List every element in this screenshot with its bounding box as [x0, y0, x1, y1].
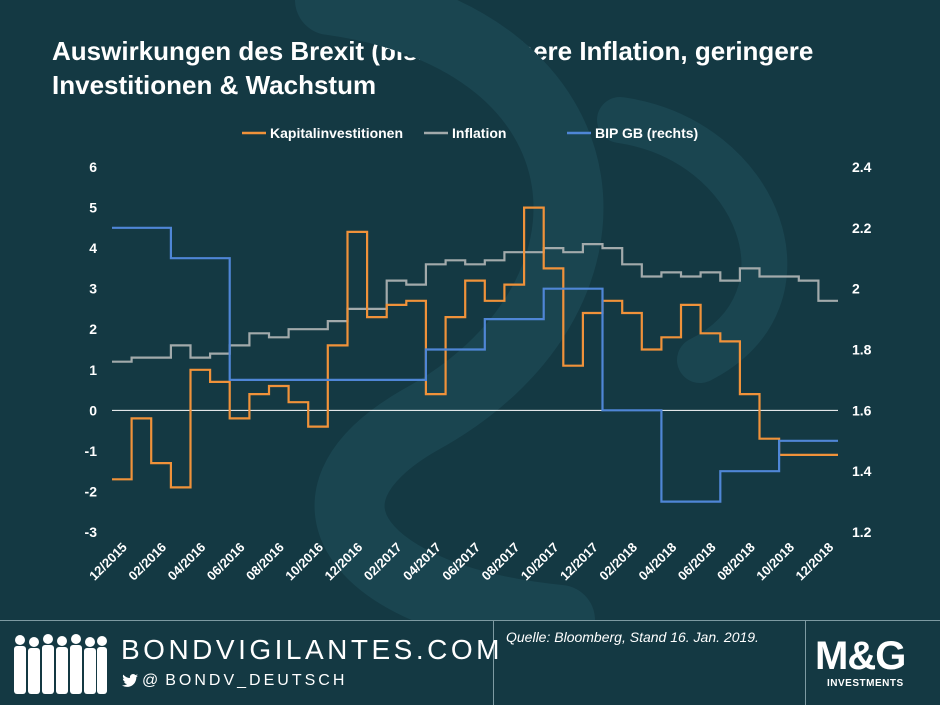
right-tick-label: 1.4	[852, 463, 872, 479]
logo-main-text: M&G	[815, 634, 906, 678]
mg-investments-logo: M&G INVESTMENTS	[815, 634, 930, 698]
people-silhouettes-icon	[14, 634, 107, 694]
left-axis: -3 -2 -1 0 1 2 3 4 5 6	[85, 159, 98, 540]
website-name: BONDVIGILANTES.COM	[121, 634, 503, 665]
legend-label-kapitalinvestitionen: Kapitalinvestitionen	[270, 125, 403, 141]
x-tick-label: 02/2018	[596, 540, 640, 584]
swirl-shape-1	[295, 0, 604, 620]
swirl-shape-2	[597, 97, 788, 383]
x-tick-label: 12/2015	[86, 540, 130, 584]
footer-separator-2	[805, 620, 806, 705]
x-tick-label: 04/2016	[165, 540, 209, 584]
left-tick-label: -1	[85, 443, 98, 459]
x-tick-label: 12/2018	[792, 540, 836, 584]
x-tick-label: 08/2016	[243, 540, 287, 584]
left-tick-label: -3	[85, 524, 98, 540]
background-swirl	[295, 0, 788, 620]
right-tick-label: 1.8	[852, 342, 872, 358]
left-tick-label: -2	[85, 483, 98, 499]
left-tick-label: 0	[89, 402, 97, 418]
footer: BONDVIGILANTES.COM @ BONDV_DEUTSCH Quell…	[0, 620, 940, 705]
step-line-chart: Kapitalinvestitionen Inflation BIP GB (rec…	[85, 0, 872, 620]
left-tick-label: 6	[89, 159, 97, 175]
twitter-icon	[122, 674, 138, 687]
legend-label-inflation: Inflation	[452, 125, 506, 141]
x-tick-label: 10/2017	[518, 540, 562, 584]
left-tick-label: 3	[89, 281, 97, 297]
right-axis: 1.2 1.4 1.6 1.8 2 2.2 2.4	[852, 159, 872, 540]
right-tick-label: 2	[852, 281, 860, 297]
left-tick-label: 4	[89, 240, 97, 256]
source-note: Quelle: Bloomberg, Stand 16. Jan. 2019.	[506, 629, 759, 645]
title-line-2: Investitionen & Wachstum	[52, 70, 377, 100]
x-tick-label: 06/2016	[204, 540, 248, 584]
right-tick-label: 1.2	[852, 524, 872, 540]
series-layer	[112, 206, 838, 503]
left-tick-label: 1	[89, 362, 97, 378]
x-tick-label: 12/2017	[557, 540, 601, 584]
legend: Kapitalinvestitionen Inflation BIP GB (rec…	[242, 125, 698, 141]
right-tick-label: 2.4	[852, 159, 872, 175]
logo-sub-text: INVESTMENTS	[827, 678, 904, 689]
social-handle: @ BONDV_DEUTSCH	[122, 672, 347, 690]
series-line-kapitalinvestitionen	[112, 206, 838, 489]
series-line-bip-gb-rechts	[112, 226, 838, 503]
x-tick-label: 02/2016	[125, 540, 169, 584]
x-tick-label: 10/2018	[753, 540, 797, 584]
footer-divider	[0, 620, 940, 621]
x-tick-label: 08/2018	[714, 540, 758, 584]
x-tick-label: 04/2018	[635, 540, 679, 584]
handle-text: BONDV_DEUTSCH	[165, 672, 348, 689]
left-tick-label: 2	[89, 321, 97, 337]
x-tick-label: 10/2016	[282, 540, 326, 584]
footer-separator-1	[493, 620, 494, 705]
right-tick-label: 2.2	[852, 220, 872, 236]
left-tick-label: 5	[89, 200, 97, 216]
handle-at-sign: @	[142, 672, 162, 689]
legend-label-bip-gb-rechts: BIP GB (rechts)	[595, 125, 698, 141]
series-line-inflation	[112, 243, 838, 363]
x-tick-label: 06/2018	[675, 540, 719, 584]
right-tick-label: 1.6	[852, 402, 872, 418]
